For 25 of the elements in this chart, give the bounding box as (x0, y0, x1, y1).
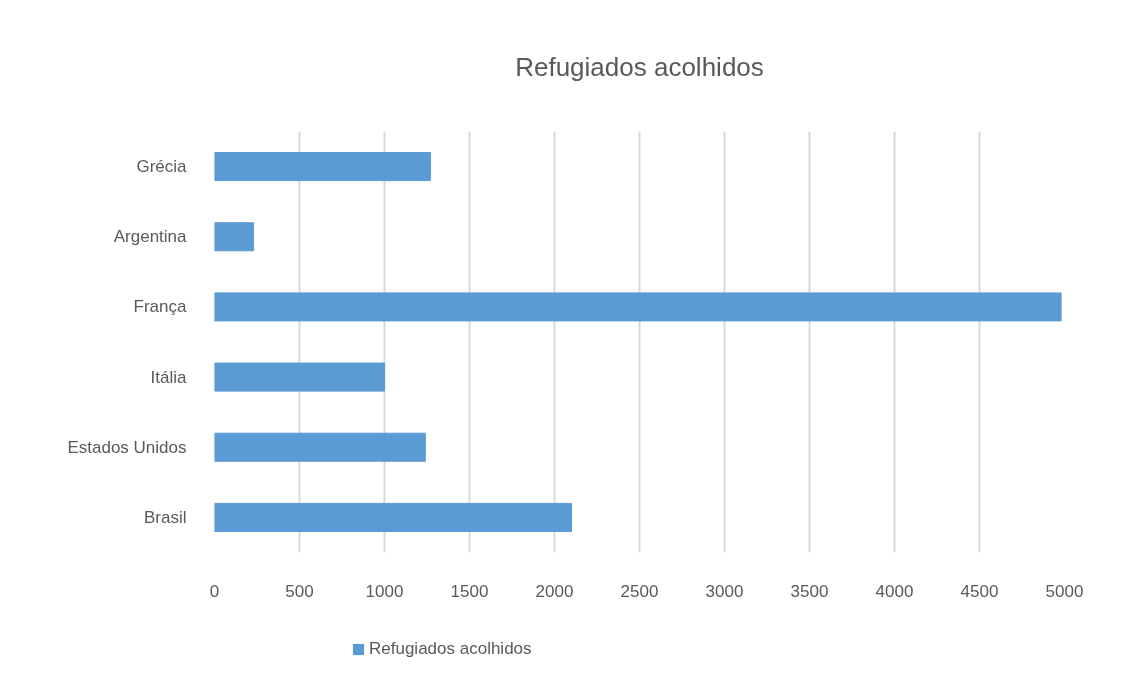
x-tick-label: 1500 (450, 581, 489, 601)
y-tick-label: Estados Unidos (67, 437, 187, 457)
x-tick-label: 1000 (365, 581, 404, 601)
y-tick-label: França (133, 297, 188, 317)
y-tick-label: Grécia (136, 157, 188, 177)
x-tick-label: 3000 (705, 581, 744, 601)
bar (214, 502, 572, 532)
x-tick-label: 2000 (535, 581, 574, 601)
bar (214, 152, 431, 182)
y-tick-label: Brasil (143, 507, 187, 527)
x-tick-label: 3500 (790, 581, 829, 601)
bar (214, 292, 1062, 322)
x-tick-label: 4000 (875, 581, 914, 601)
x-tick-label: 2500 (620, 581, 659, 601)
legend-label: Refugiados acolhidos (369, 639, 532, 659)
y-tick-label: Itália (150, 367, 188, 387)
bar (214, 222, 255, 252)
bar (214, 432, 426, 462)
bar (214, 362, 385, 392)
x-tick-label: 500 (285, 581, 314, 601)
y-tick-label: Argentina (113, 227, 188, 247)
chart-title: Refugiados acolhidos (515, 52, 764, 82)
x-tick-label: 5000 (1045, 581, 1084, 601)
x-tick-label: 0 (209, 581, 220, 601)
x-tick-label: 4500 (960, 581, 999, 601)
